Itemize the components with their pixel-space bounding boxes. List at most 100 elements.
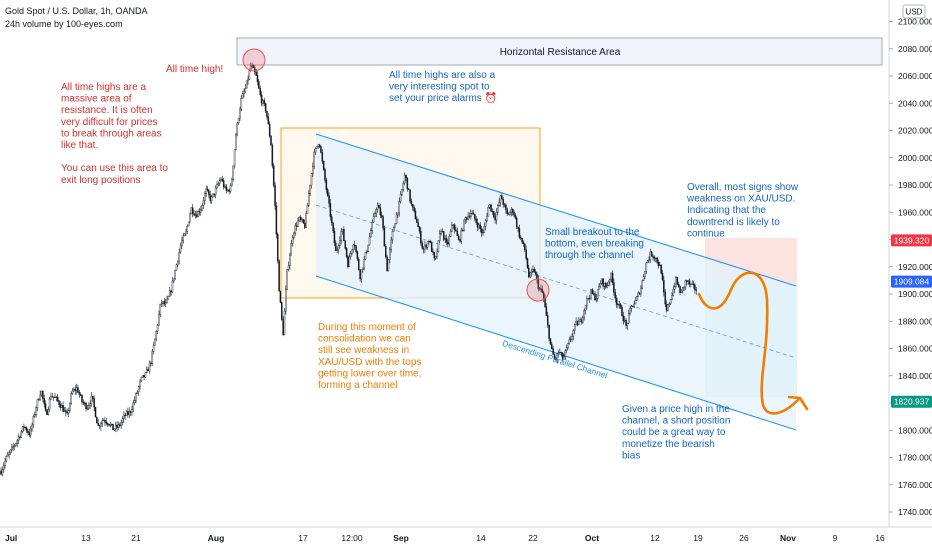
candle-body	[379, 207, 382, 216]
candle-body	[599, 283, 602, 287]
candle-body	[73, 388, 75, 392]
candle-body	[308, 193, 310, 206]
annotation-short-position[interactable]: Given a price high in the channel, a shor…	[622, 404, 730, 461]
time-tick-label: Nov	[780, 533, 796, 543]
candle-body	[677, 283, 680, 287]
candle-body	[240, 97, 243, 110]
candle-body	[351, 249, 353, 254]
candle-body	[69, 403, 71, 412]
candle-body	[621, 307, 623, 317]
candle-body	[152, 344, 155, 352]
candle-body	[278, 260, 280, 292]
price-tick-label: 2100.000	[898, 17, 932, 27]
channel-upper-line[interactable]	[315, 133, 797, 287]
price-tag-label: 1909.084	[894, 277, 930, 287]
candle-body	[302, 219, 305, 224]
candle-body	[653, 256, 656, 259]
price-tag[interactable]	[891, 395, 932, 408]
annotation-consolidation[interactable]: During this moment of consolidation we ca…	[318, 322, 421, 391]
candle-body	[120, 422, 122, 426]
annotation-line: resistance. It is often	[61, 105, 153, 116]
candle-body	[386, 256, 388, 272]
candle-body	[660, 264, 662, 274]
candle-body	[406, 177, 409, 190]
candle-body	[86, 407, 89, 410]
candle-body	[514, 214, 517, 219]
candle-body	[167, 296, 170, 300]
time-tick-label: 26	[739, 533, 749, 543]
candle-body	[517, 226, 519, 229]
candle-body	[505, 204, 507, 210]
currency-button[interactable]: USD	[902, 4, 926, 19]
candle-body	[43, 398, 45, 404]
candle-body	[163, 301, 166, 305]
breakout-circle[interactable]	[526, 278, 550, 302]
candle-body	[425, 244, 428, 248]
candle-body	[208, 190, 210, 195]
candle-body	[464, 217, 467, 221]
candle-body	[305, 213, 307, 228]
candle-body	[432, 251, 434, 253]
candle-body	[71, 390, 74, 394]
candle-body	[100, 423, 102, 427]
candle-body	[549, 338, 552, 345]
candle-body	[532, 269, 534, 272]
candle-body	[279, 290, 282, 303]
symbol-title[interactable]: Gold Spot / U.S. Dollar, 1h, OANDA	[5, 6, 148, 16]
candle-body	[102, 420, 105, 422]
annotation-line: monetize the bearish	[622, 439, 715, 450]
candle-body	[428, 240, 430, 243]
price-tag[interactable]	[891, 275, 932, 288]
candle-body	[487, 206, 490, 217]
price-tag[interactable]	[891, 234, 932, 247]
candle-body	[243, 91, 245, 94]
price-tick-label: 1880.000	[898, 316, 932, 326]
candle-body	[472, 212, 475, 215]
annotation-line: massive area of	[61, 94, 132, 105]
candle-body	[483, 226, 486, 233]
candle-body	[655, 257, 657, 259]
candle-body	[695, 289, 698, 291]
candle-body	[380, 214, 383, 217]
annotation-ath-resistance[interactable]: All time highs are a massive area of resis…	[61, 82, 168, 186]
candle-body	[590, 289, 592, 299]
price-tick-label: 2020.000	[898, 126, 932, 136]
candle-body	[213, 193, 216, 195]
annotation-breakout[interactable]: Small breakout to the bottom, even breaki…	[545, 227, 644, 261]
candle-body	[417, 222, 419, 228]
projection-path[interactable]	[697, 271, 800, 415]
candle-body	[173, 278, 175, 282]
candle-body	[295, 225, 298, 227]
price-tick-label: 1900.000	[898, 289, 932, 299]
candle-body	[204, 193, 206, 202]
candle-body	[390, 239, 392, 250]
candle-body	[691, 283, 693, 285]
candle-body	[449, 231, 452, 237]
candle-body	[158, 314, 160, 326]
candle-body	[318, 144, 321, 147]
channel-fill	[316, 134, 796, 430]
candle-body	[596, 289, 599, 299]
candle-body	[9, 449, 12, 454]
all-time-high-circle[interactable]	[242, 48, 266, 72]
candle-body	[83, 402, 86, 404]
candle-body	[583, 310, 585, 318]
candle-body	[191, 207, 194, 214]
candle-body	[326, 189, 329, 196]
candle-body	[332, 222, 334, 232]
annotation-overall[interactable]: Overall, most signs show weakness on XAU/…	[686, 182, 799, 239]
candle-body	[135, 393, 137, 401]
candle-body	[0, 470, 2, 475]
resistance-area-label: Horizontal Resistance Area	[500, 47, 621, 58]
annotation-price-alarms[interactable]: All time highs are also a very interestin…	[389, 70, 497, 104]
resistance-area[interactable]	[236, 37, 883, 66]
channel-lower-line[interactable]	[315, 275, 797, 431]
candle-body	[439, 233, 441, 241]
candle-body	[682, 287, 684, 292]
annotation-line: exit long positions	[61, 175, 141, 186]
annotation-ath[interactable]: All time high!	[166, 64, 223, 75]
candle-body	[526, 258, 529, 269]
candle-body	[6, 454, 9, 457]
